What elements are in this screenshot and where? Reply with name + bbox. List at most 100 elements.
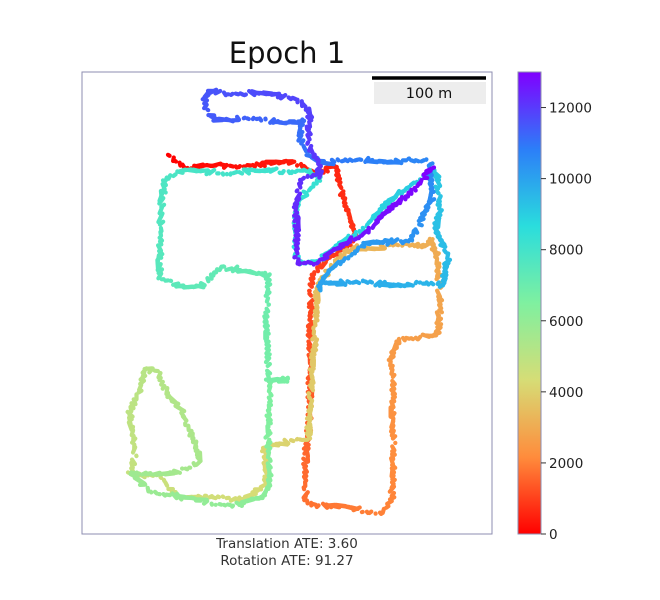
trajectory-segment: [231, 169, 239, 176]
trajectory-segment: [225, 502, 233, 508]
trajectory-segment: [341, 256, 348, 264]
colorbar-tick-label: 0: [549, 527, 558, 543]
trajectory-segment: [194, 448, 200, 458]
trajectory-segment: [292, 210, 300, 218]
trajectory-segment: [161, 477, 167, 484]
trajectory-segment: [429, 247, 440, 256]
trajectory-segment: [310, 501, 318, 507]
scale-bar: 100 m: [372, 76, 486, 104]
trajectory-segment: [390, 395, 397, 404]
trajectory-segment: [131, 397, 138, 407]
trajectory-segment: [445, 251, 451, 261]
trajectory-segment: [250, 162, 257, 169]
trajectory-segment: [237, 170, 245, 176]
trajectory-segment: [390, 242, 397, 248]
trajectory-segment: [301, 474, 309, 483]
trajectory-segment: [315, 168, 322, 175]
trajectory-segment: [418, 177, 424, 186]
trajectory-segment: [437, 280, 447, 289]
trajectory-segment: [405, 190, 411, 199]
trajectory-segment: [208, 87, 219, 96]
trajectory-segment: [435, 261, 442, 269]
trajectory-segment: [384, 206, 395, 214]
trajectory-segment: [311, 152, 317, 159]
trajectory-segment: [434, 256, 440, 266]
trajectory-segment: [201, 498, 210, 506]
trajectory-segment: [335, 157, 341, 163]
trajectory-segment: [306, 302, 314, 309]
colorbar-ticks: 0 2000 4000 6000 8000 10000 12000: [541, 101, 592, 543]
trajectory-segment: [233, 164, 239, 170]
trajectory-segment: [385, 237, 394, 247]
trajectory-segment: [309, 147, 315, 155]
trajectory-segment: [158, 211, 165, 219]
trajectory-segment: [322, 255, 330, 261]
trajectory-segment: [191, 461, 197, 468]
trajectory-segment: [160, 178, 168, 188]
trajectory-segment: [435, 280, 441, 287]
trajectory-segment: [417, 222, 424, 228]
trajectory-segment: [306, 394, 313, 401]
trajectory-segment: [280, 169, 286, 176]
trajectory-segment: [310, 334, 317, 342]
trajectory-segment: [129, 457, 138, 467]
trajectory-segment: [359, 244, 367, 249]
trajectory-segment: [163, 480, 170, 488]
trajectory-segment: [389, 490, 397, 498]
trajectory-segment: [423, 205, 431, 213]
colorbar-tick-label: 8000: [549, 243, 583, 259]
trajectory-segment: [308, 276, 316, 286]
trajectory-segment: [390, 444, 397, 453]
trajectory-segment: [366, 218, 374, 225]
trajectory-segment: [293, 228, 301, 238]
trajectory-segment: [410, 228, 416, 238]
colorbar-tick-label: 2000: [549, 456, 583, 472]
trajectory-segment: [314, 503, 321, 510]
trajectory-segment: [290, 95, 298, 102]
trajectory-segment: [157, 252, 164, 260]
trajectory-segment: [264, 352, 272, 360]
colorbar-tick-label: 6000: [549, 314, 583, 330]
trajectory-segment: [265, 371, 271, 380]
trajectory-segment: [263, 356, 272, 365]
trajectory-segment: [268, 391, 274, 398]
trajectory-segment: [312, 308, 320, 318]
trajectory-segment: [413, 227, 420, 235]
trajectory-segment: [343, 205, 349, 213]
trajectory-segment: [217, 502, 224, 507]
trajectory-segment: [434, 177, 443, 188]
trajectory-segment: [338, 252, 344, 261]
trajectory-segment: [134, 470, 142, 477]
trajectory-segment: [233, 91, 241, 97]
trajectory-segment: [169, 399, 181, 406]
trajectory-segment: [250, 488, 261, 495]
trajectory-segment: [307, 367, 315, 374]
trajectory-segment: [370, 223, 376, 230]
trajectory-segment: [307, 185, 314, 193]
trajectory-segment: [389, 466, 397, 475]
trajectory-segment: [224, 266, 234, 272]
trajectory-segment: [171, 281, 181, 287]
trajectory-segment: [156, 370, 163, 380]
trajectory-segment: [159, 379, 165, 387]
trajectory-segment: [148, 489, 154, 495]
trajectory-path: [125, 87, 453, 517]
trajectory-segment: [437, 308, 444, 315]
trajectory-segment: [267, 457, 273, 463]
trajectory-segment: [307, 383, 316, 393]
trajectory-segment: [400, 335, 407, 343]
trajectory-segment: [236, 164, 243, 170]
trajectory-segment: [304, 498, 310, 506]
trajectory-segment: [360, 225, 366, 233]
trajectory-segment: [315, 265, 321, 274]
trajectory-segment: [301, 456, 310, 464]
trajectory-segment: [228, 496, 238, 503]
trajectory-segment: [396, 336, 402, 346]
trajectory-segment: [265, 461, 273, 470]
trajectory-segment: [367, 509, 374, 516]
trajectory-segment: [317, 169, 324, 180]
trajectory-segment: [305, 114, 314, 123]
trajectory-segment: [288, 438, 296, 444]
trajectory-segment: [312, 319, 318, 328]
